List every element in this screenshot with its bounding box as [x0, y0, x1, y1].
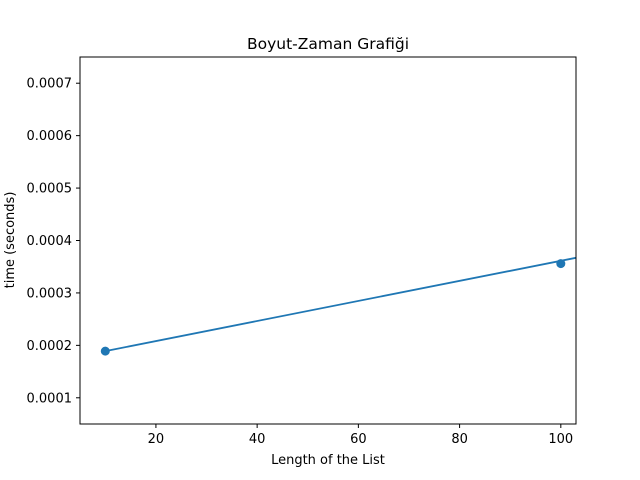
x-tick-label: 80	[451, 432, 468, 447]
y-tick-label: 0.0002	[27, 339, 73, 354]
y-tick-label: 0.0005	[27, 182, 73, 197]
y-tick-label: 0.0007	[27, 77, 73, 92]
y-tick-label: 0.0006	[27, 129, 73, 144]
y-axis-label: time (seconds)	[3, 192, 18, 289]
y-tick-label: 0.0001	[27, 391, 73, 406]
x-tick-label: 40	[249, 432, 266, 447]
y-tick-label: 0.0003	[27, 286, 73, 301]
y-tick-label: 0.0004	[27, 234, 73, 249]
series-line	[105, 256, 576, 353]
data-point	[100, 346, 110, 356]
x-tick-label: 60	[350, 432, 367, 447]
data-layer	[100, 256, 576, 356]
data-point	[556, 259, 566, 269]
x-tick-label: 100	[548, 432, 573, 447]
x-axis-label: Length of the List	[271, 453, 385, 468]
x-tick-label: 20	[148, 432, 165, 447]
y-axis-ticks: 0.0001 0.0002 0.0003 0.0004 0.0005 0.0006 0.00…	[27, 77, 80, 406]
x-axis-ticks: 20 40 60 80 100	[148, 424, 573, 447]
chart-title: Boyut-Zaman Grafiği	[247, 35, 409, 53]
